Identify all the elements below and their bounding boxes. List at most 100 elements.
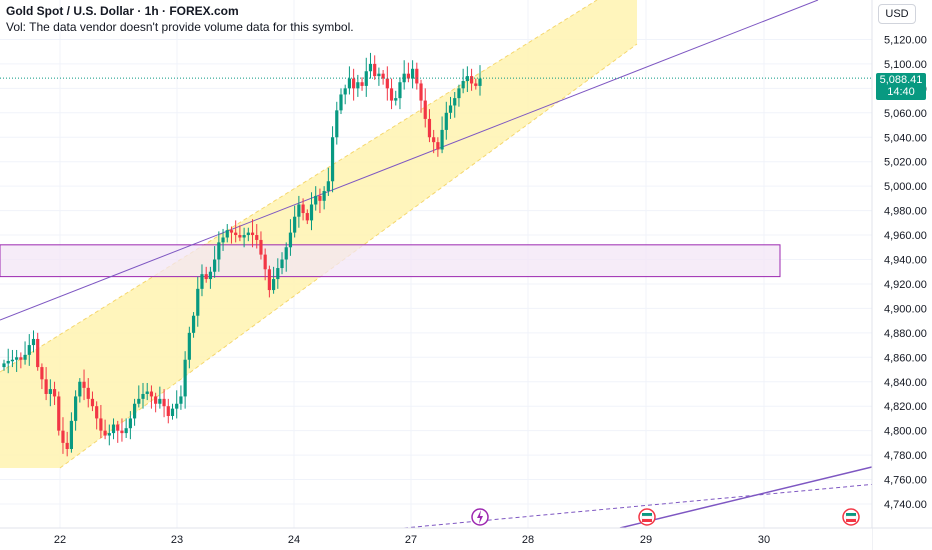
price-tick-label: 5,100.00 bbox=[884, 59, 927, 71]
candle-body bbox=[6, 360, 10, 364]
candle bbox=[280, 252, 284, 275]
time-tick-label: 24 bbox=[288, 534, 300, 546]
currency-button[interactable]: USD bbox=[878, 4, 916, 24]
event-markers[interactable] bbox=[471, 508, 860, 526]
candle bbox=[360, 77, 364, 91]
candle-body bbox=[457, 88, 461, 99]
candle bbox=[95, 401, 99, 430]
channel-upper-line bbox=[0, 0, 598, 373]
candle bbox=[465, 66, 469, 93]
candle bbox=[6, 348, 10, 374]
candle-body bbox=[448, 105, 453, 113]
candle bbox=[225, 224, 229, 243]
price-tick-label: 4,960.00 bbox=[884, 230, 927, 242]
candle bbox=[103, 419, 107, 440]
candlestick-series bbox=[0, 52, 872, 457]
candle bbox=[170, 403, 175, 420]
candle bbox=[478, 65, 482, 96]
candle bbox=[301, 198, 305, 221]
last-price-value: 5,088.41 bbox=[879, 74, 923, 86]
candle bbox=[356, 74, 360, 97]
price-tick-label: 5,120.00 bbox=[884, 34, 927, 46]
candle bbox=[440, 116, 444, 154]
time-axis[interactable]: 22 23 24 27 28 29 30 bbox=[0, 527, 932, 550]
candle-body bbox=[187, 332, 191, 360]
symbol-title[interactable]: Gold Spot / U.S. Dollar · 1h · FOREX.com bbox=[6, 4, 239, 18]
candle bbox=[82, 369, 86, 401]
candle-body bbox=[200, 274, 204, 289]
candle bbox=[284, 242, 288, 272]
candle bbox=[229, 226, 234, 244]
candle-body bbox=[322, 191, 326, 201]
candle bbox=[221, 228, 225, 251]
candle bbox=[183, 351, 187, 409]
candle bbox=[263, 248, 267, 281]
candle bbox=[444, 101, 448, 140]
candle-body bbox=[82, 381, 86, 388]
price-tick-label: 5,020.00 bbox=[884, 157, 927, 169]
candle-body bbox=[330, 137, 335, 182]
candle bbox=[423, 88, 427, 128]
candle bbox=[267, 265, 271, 298]
last-price-badge: 5,088.41 14:40 bbox=[876, 73, 926, 100]
candle-body bbox=[432, 137, 436, 143]
candle bbox=[297, 195, 301, 228]
candle-body bbox=[423, 100, 427, 119]
candle-body bbox=[116, 424, 120, 431]
candle bbox=[48, 379, 52, 407]
candle bbox=[373, 55, 377, 80]
candle-body bbox=[31, 338, 36, 346]
candle bbox=[2, 359, 6, 371]
candle bbox=[213, 246, 217, 278]
candle bbox=[19, 352, 23, 369]
candle bbox=[31, 330, 36, 353]
price-tick-label: 4,800.00 bbox=[884, 426, 927, 438]
candle bbox=[116, 420, 120, 443]
bolt-shape bbox=[477, 510, 483, 524]
candle bbox=[107, 424, 111, 446]
time-tick-label: 22 bbox=[54, 534, 66, 546]
candle bbox=[398, 77, 402, 110]
candle bbox=[166, 398, 170, 424]
candle bbox=[204, 266, 208, 283]
candle bbox=[65, 431, 69, 457]
candle bbox=[259, 231, 263, 260]
price-tick-label: 4,760.00 bbox=[884, 475, 927, 487]
candle-body bbox=[162, 398, 166, 407]
candle bbox=[318, 188, 322, 214]
candle-body bbox=[478, 78, 482, 86]
candle bbox=[191, 312, 196, 338]
candle bbox=[343, 84, 347, 105]
trend-channel[interactable] bbox=[0, 0, 638, 469]
candle-body bbox=[250, 232, 255, 236]
candle bbox=[234, 220, 238, 243]
price-tick-label: 4,880.00 bbox=[884, 328, 927, 340]
price-tick-label: 4,820.00 bbox=[884, 401, 927, 413]
flag-icon bbox=[842, 508, 860, 526]
candle bbox=[419, 79, 423, 113]
candle-body bbox=[314, 195, 318, 205]
candle bbox=[149, 385, 154, 409]
candle bbox=[436, 137, 440, 157]
candle bbox=[276, 258, 280, 289]
flag-icon bbox=[638, 508, 656, 526]
candle-body bbox=[259, 239, 263, 255]
candle-body bbox=[132, 403, 137, 419]
supply-demand-zone[interactable] bbox=[0, 244, 781, 278]
candle-body bbox=[436, 142, 440, 150]
candle-body bbox=[453, 98, 457, 106]
candle-body bbox=[444, 112, 448, 130]
time-tick-label: 30 bbox=[758, 534, 770, 546]
candle-body bbox=[326, 181, 330, 192]
candle bbox=[335, 101, 339, 145]
candle bbox=[389, 78, 394, 110]
candle bbox=[309, 192, 314, 231]
candle bbox=[402, 60, 406, 90]
candle-body bbox=[86, 387, 90, 399]
candle bbox=[322, 186, 326, 210]
candle-body bbox=[69, 420, 73, 449]
candle-body bbox=[238, 235, 242, 238]
candle bbox=[52, 381, 57, 405]
candle bbox=[326, 167, 330, 196]
